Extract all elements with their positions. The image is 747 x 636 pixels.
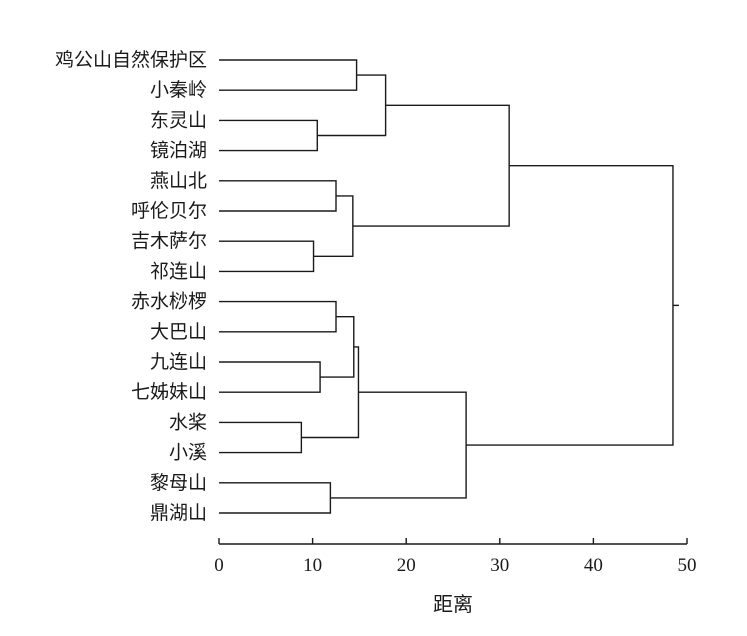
leaf-label: 水桨 xyxy=(169,411,207,433)
x-tick-label: 20 xyxy=(397,555,416,576)
leaf-label: 黎母山 xyxy=(150,472,207,494)
merge-link xyxy=(219,482,332,514)
merge-link xyxy=(219,59,358,91)
x-axis-ticks: 0 10 20 30 40 50 xyxy=(214,538,697,576)
x-tick-label: 40 xyxy=(584,555,603,576)
leaf-label: 赤水桫椤 xyxy=(131,291,207,313)
merge-link xyxy=(317,74,387,137)
merge-link xyxy=(219,300,337,333)
leaf-label: 呼伦贝尔 xyxy=(131,200,207,222)
leaf-label: 鼎湖山 xyxy=(150,502,207,524)
leaf-label: 东灵山 xyxy=(150,109,207,131)
leaf-label: 燕山北 xyxy=(150,170,207,192)
leaf-label: 镜泊湖 xyxy=(150,140,207,162)
leaf-label: 七姊妹山 xyxy=(131,381,207,403)
leaf-label: 小溪 xyxy=(169,442,207,464)
leaf-label: 大巴山 xyxy=(150,321,207,343)
leaf-label: 祁连山 xyxy=(150,260,207,282)
dendrogram-links xyxy=(219,59,679,514)
merge-link xyxy=(219,361,321,393)
merge-link xyxy=(313,195,354,257)
merge-link xyxy=(352,104,510,227)
x-tick-label: 30 xyxy=(490,555,509,576)
leaf-label: 吉木萨尔 xyxy=(131,230,207,252)
leaf-label: 九连山 xyxy=(150,351,207,373)
leaf-label: 鸡公山自然保护区 xyxy=(55,49,207,71)
x-tick-label: 10 xyxy=(303,555,322,576)
merge-link xyxy=(330,391,467,499)
leaf-label: 小秦岭 xyxy=(150,79,207,101)
merge-link xyxy=(219,180,337,212)
merge-link xyxy=(219,240,315,273)
x-axis-title: 距离 xyxy=(433,592,473,616)
x-tick-label: 50 xyxy=(678,555,697,576)
merge-link xyxy=(466,164,674,446)
leaf-labels: 鸡公山自然保护区小秦岭东灵山镜泊湖燕山北呼伦贝尔吉木萨尔祁连山赤水桫椤大巴山九连… xyxy=(55,49,207,524)
merge-link xyxy=(320,316,355,378)
merge-link xyxy=(219,421,303,454)
merge-link xyxy=(219,119,318,152)
x-tick-label: 0 xyxy=(214,555,224,576)
